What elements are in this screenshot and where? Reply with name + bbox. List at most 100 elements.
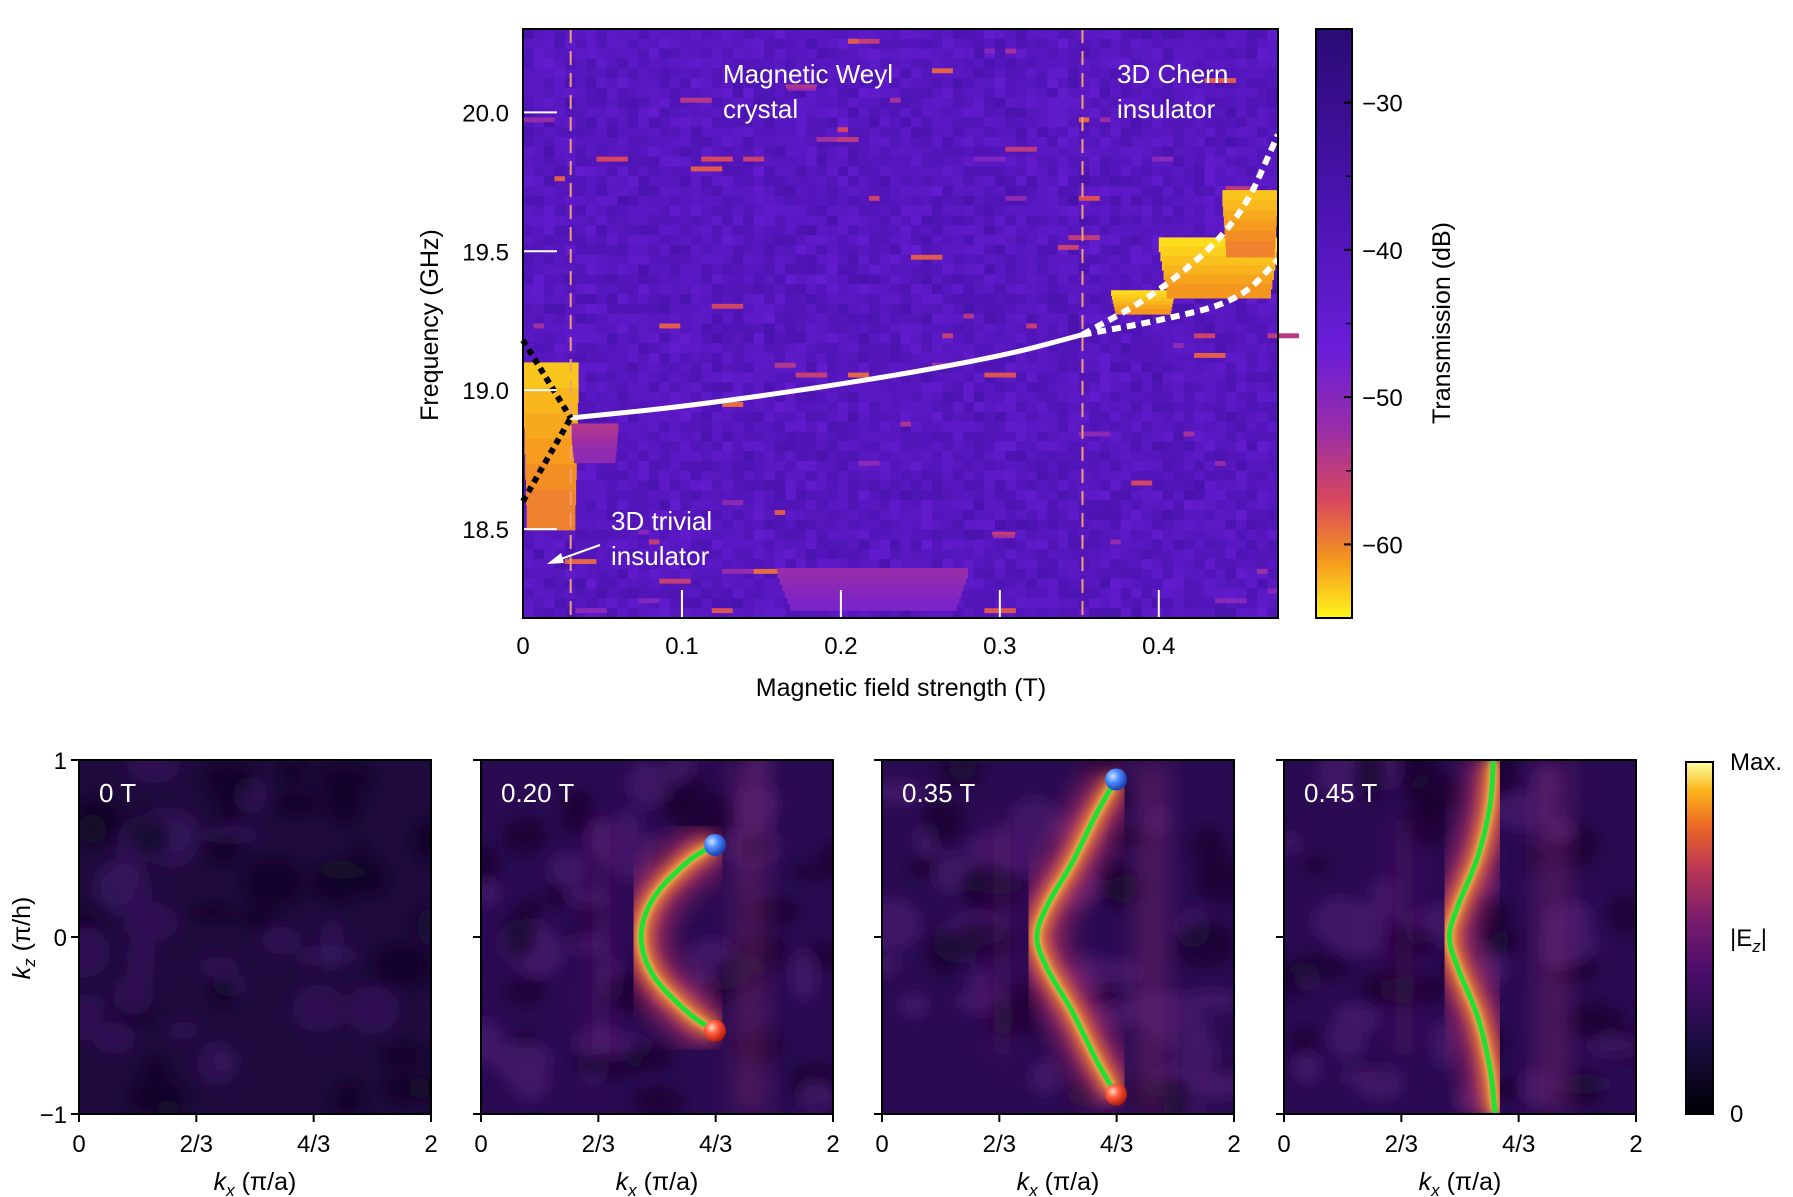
fermi-arc [638,842,718,1034]
field-panel-3: 0.45 T 0 2/3 4/3 2 kx (π/a) [1276,759,1643,1197]
field-ytick-label: 1 [54,748,67,775]
hotspot-cell [573,453,616,464]
weyl-point-blue [704,833,727,856]
field-colorbar-min: 0 [1730,1101,1743,1128]
hotspot-cell [786,86,817,88]
field-colorbar-bar [1685,761,1714,1115]
top-xtick-label: 0 [516,633,529,660]
transmission-heatmap-panel: 0 0.1 0.2 0.3 0.4 18.5 19.0 19.5 20.0 Magnetic W… [416,28,1456,702]
hotspot-cell [782,581,964,592]
weyl-point-red [1105,1083,1128,1106]
field-ytick-label: 0 [54,925,67,952]
field-xtick-label: 4/3 [1502,1131,1535,1158]
hotspot-cell [572,435,618,446]
field-panel-label: 0.35 T [902,778,975,808]
annotation-trivial-line2: insulator [611,541,710,571]
top-xlabel: Magnetic field strength (T) [756,674,1046,702]
hotspot-cell [787,89,816,91]
annotation-trivial-line1: 3D trivial [611,506,712,536]
hotspot-cell [993,536,1015,538]
annotation-weyl-line2: crystal [723,94,798,124]
field-xtick-label: 2/3 [983,1131,1016,1158]
hotspot-cell [1226,241,1275,258]
top-xtick-label: 0.2 [824,633,857,660]
hotspot-cell [1112,293,1174,300]
band-curve-white-dotted [1081,257,1281,338]
hotspot-cell [992,532,1016,535]
transmission-colorbar-tick: −60 [1362,532,1403,559]
top-ytick-label: 18.5 [462,517,509,544]
annotation-chern-line1: 3D Chern [1117,59,1228,89]
band-curve-white-dotted [1081,133,1281,338]
hotspot-cell [787,88,816,90]
hotspot-cell [993,535,1015,538]
band-curve-black-dotted [520,416,574,503]
top-ylabel: Frequency (GHz) [416,229,444,421]
top-ytick-label: 19.5 [462,239,509,266]
hotspot-cell [790,600,957,611]
field-xlabel: kx (π/a) [214,1168,297,1197]
field-panel-1: 0.20 T 0 2/3 4/3 2 kx (π/a) [473,759,840,1197]
hotspot-cell [992,533,1016,536]
hotspot-cell [570,423,619,434]
hotspot-cell [991,531,1016,534]
hotspot-cell [573,447,617,458]
band-curves [520,133,1281,503]
field-panel-label: 0.20 T [501,778,574,808]
field-xlabel: kx (π/a) [1017,1168,1100,1197]
hotspot-cell [1114,305,1172,311]
hotspot-cell [785,85,817,87]
annotation-trivial-arrow [557,544,601,561]
field-xtick-label: 2 [1227,1131,1240,1158]
hotspot-cell [572,441,617,452]
top-xtick-label: 0.4 [1142,633,1175,660]
transmission-colorbar-tick: −30 [1362,91,1403,118]
annotation-trivial-arrowhead [547,553,564,564]
field-xtick-label: 2/3 [1385,1131,1418,1158]
field-xtick-label: 2/3 [582,1131,615,1158]
band-curve-white-solid [570,332,1084,421]
hotspot-cell [1115,308,1171,315]
field-xlabel: kx (π/a) [616,1168,699,1197]
transmission-colorbar-label: Transmission (dB) [1428,222,1456,424]
field-colorbar-max: Max. [1730,749,1782,776]
hotspot-cell [786,87,816,89]
field-xtick-label: 4/3 [1100,1131,1133,1158]
field-panel-label: 0 T [99,778,136,808]
band-curve-black-dotted [520,338,574,420]
field-colorbar: Max. |Ez| 0 [1685,749,1782,1128]
transmission-colorbar-ticks: −30 −40 −50 −60 [1344,91,1403,559]
hotspot-cell [1113,301,1173,308]
annotation-weyl-line1: Magnetic Weyl [723,59,893,89]
transmission-colorbar-tick: −50 [1362,385,1403,412]
field-xtick-label: 2 [424,1131,437,1158]
heatmap-cells [523,29,1299,619]
hotspot-cell [1112,297,1174,304]
inner-ticks [523,111,1160,618]
hotspot-cell [785,84,818,87]
hotspot-cell [571,429,618,440]
hotspot-cell [787,593,960,605]
hotspot-cell [777,568,968,579]
hotspot-cell [526,489,576,531]
field-xtick-label: 0 [1277,1131,1290,1158]
field-xtick-label: 0 [72,1131,85,1158]
weyl-point-blue [1105,768,1128,791]
field-panel-2: 0.35 T 0 2/3 4/3 2 kx (π/a) [874,759,1241,1197]
top-ytick-label: 19.0 [462,378,509,405]
top-xtick-label: 0.3 [983,633,1016,660]
top-ytick-label: 20.0 [462,100,509,127]
field-xtick-label: 2 [1629,1131,1642,1158]
field-ytick-label: −1 [40,1102,67,1129]
hotspot-cell [779,574,966,585]
top-plot-frame [522,28,1279,619]
field-panel-label: 0.45 T [1304,778,1377,808]
top-axis-ticks: 0 0.1 0.2 0.3 0.4 18.5 19.0 19.5 20.0 [462,100,1175,660]
field-xtick-label: 0 [474,1131,487,1158]
phase-boundaries [569,29,1084,618]
field-xlabel: kx (π/a) [1419,1168,1502,1197]
hotspot-cell [992,534,1015,537]
